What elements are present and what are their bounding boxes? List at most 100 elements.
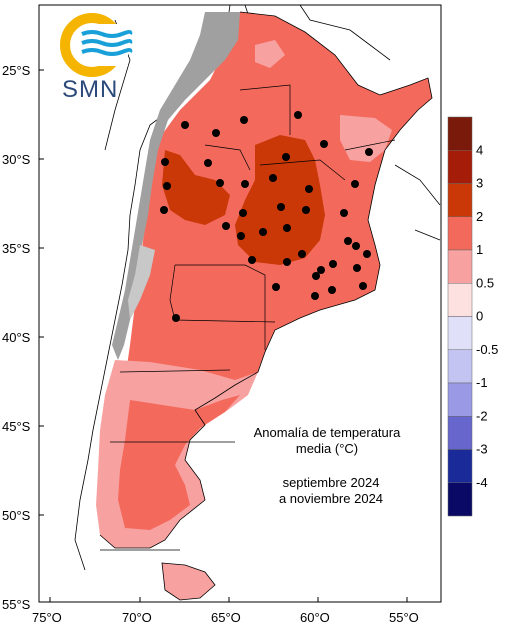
logo-waves-icon bbox=[81, 30, 133, 56]
lat-label: 40°S bbox=[2, 330, 31, 345]
station-dot bbox=[320, 140, 328, 148]
legend-bin bbox=[447, 349, 473, 384]
legend-bin bbox=[447, 316, 473, 350]
station-dot bbox=[269, 174, 277, 182]
station-dot bbox=[328, 286, 336, 294]
station-dot bbox=[344, 237, 352, 245]
station-dot bbox=[216, 179, 224, 187]
legend-labels: 4 3 2 1 0.5 0 -0.5 -1 -2 -3 -4 bbox=[476, 142, 498, 490]
legend-bins bbox=[447, 116, 473, 517]
lon-label: 65°O bbox=[211, 610, 241, 625]
argentina-anomaly bbox=[96, 11, 433, 601]
station-dot bbox=[329, 260, 337, 268]
legend-bin bbox=[447, 249, 473, 284]
lat-label: 50°S bbox=[2, 508, 31, 523]
station-dot bbox=[222, 222, 230, 230]
legend-bin bbox=[447, 416, 473, 450]
province-borders bbox=[100, 84, 396, 551]
legend-bin bbox=[447, 482, 473, 517]
legend-label: 1 bbox=[476, 242, 483, 257]
logo-text: SMN bbox=[62, 76, 118, 103]
annotation-title-line1: Anomalía de temperatura bbox=[254, 425, 401, 440]
legend-label: 2 bbox=[476, 209, 483, 224]
legend-label: -4 bbox=[476, 475, 488, 490]
station-dot bbox=[353, 264, 361, 272]
annotation-period-line1: septiembre 2024 bbox=[283, 475, 380, 490]
station-dot bbox=[302, 206, 310, 214]
andes-terrain bbox=[112, 12, 240, 360]
lat-label: 35°S bbox=[2, 241, 31, 256]
legend-bin bbox=[447, 283, 473, 317]
station-dot bbox=[340, 209, 348, 217]
station-dot bbox=[160, 206, 168, 214]
legend-label: 3 bbox=[476, 176, 483, 191]
legend-label: 0.5 bbox=[476, 275, 494, 290]
lat-label: 55°S bbox=[2, 597, 31, 612]
legend-bin bbox=[447, 116, 473, 151]
lon-label: 55°O bbox=[389, 610, 419, 625]
station-dot bbox=[359, 282, 367, 290]
station-dot bbox=[283, 258, 291, 266]
station-dot bbox=[163, 182, 171, 190]
station-dot bbox=[259, 228, 267, 236]
station-dot bbox=[237, 232, 245, 240]
lat-label: 45°S bbox=[2, 419, 31, 434]
lon-label: 60°O bbox=[300, 610, 330, 625]
station-dot bbox=[241, 180, 249, 188]
station-dot bbox=[311, 292, 319, 300]
station-dot bbox=[240, 116, 248, 124]
station-dot bbox=[272, 283, 280, 291]
region-nw-0-5-to-1 bbox=[255, 40, 285, 68]
station-dot bbox=[294, 111, 302, 119]
lon-label: 75°O bbox=[32, 610, 62, 625]
legend-bin bbox=[447, 183, 473, 217]
station-dot bbox=[363, 250, 371, 258]
station-dot bbox=[312, 272, 320, 280]
lat-label: 25°S bbox=[2, 63, 31, 78]
smn-logo: SMN bbox=[60, 13, 133, 103]
legend-bin bbox=[447, 382, 473, 417]
station-dot bbox=[365, 148, 373, 156]
station-markers bbox=[160, 111, 373, 322]
station-dot bbox=[283, 224, 291, 232]
lat-label: 30°S bbox=[2, 152, 31, 167]
legend-bin bbox=[447, 216, 473, 251]
station-dot bbox=[352, 242, 360, 250]
station-dot bbox=[248, 256, 256, 264]
region-patagonia-1-to-2 bbox=[118, 395, 240, 530]
station-dot bbox=[239, 209, 247, 217]
station-dot bbox=[212, 129, 220, 137]
latitude-axis: 25°S 30°S 35°S 40°S 45°S 50°S 55°S bbox=[2, 63, 44, 612]
legend-label: -2 bbox=[476, 408, 488, 423]
legend-label: 0 bbox=[476, 309, 483, 324]
legend-bin bbox=[447, 150, 473, 184]
station-dot bbox=[172, 314, 180, 322]
station-dot bbox=[181, 121, 189, 129]
region-2-to-3-central bbox=[235, 135, 325, 265]
color-legend: 4 3 2 1 0.5 0 -0.5 -1 -2 -3 -4 bbox=[447, 116, 498, 517]
longitude-axis: 75°O 70°O 65°O 60°O 55°O bbox=[32, 597, 419, 625]
legend-label: -3 bbox=[476, 442, 488, 457]
legend-label: 4 bbox=[476, 142, 483, 157]
andes-light-terrain bbox=[128, 245, 155, 320]
legend-bin bbox=[447, 449, 473, 483]
map-annotation: Anomalía de temperatura media (°C) septi… bbox=[254, 425, 401, 506]
annotation-period-line2: a noviembre 2024 bbox=[279, 491, 383, 506]
legend-label: -1 bbox=[476, 375, 488, 390]
station-dot bbox=[351, 180, 359, 188]
region-2-to-3-west bbox=[162, 150, 230, 225]
tierra-del-fuego bbox=[161, 562, 216, 601]
annotation-title-line2: media (°C) bbox=[296, 441, 358, 456]
station-dot bbox=[204, 159, 212, 167]
station-dot bbox=[161, 158, 169, 166]
legend-label: -0.5 bbox=[476, 342, 498, 357]
station-dot bbox=[305, 185, 313, 193]
coastline bbox=[99, 11, 433, 549]
station-dot bbox=[282, 153, 290, 161]
station-dot bbox=[277, 203, 285, 211]
region-ne-0-5-to-1 bbox=[340, 115, 392, 162]
lon-label: 70°O bbox=[122, 610, 152, 625]
station-dot bbox=[317, 266, 325, 274]
station-dot bbox=[298, 250, 306, 258]
